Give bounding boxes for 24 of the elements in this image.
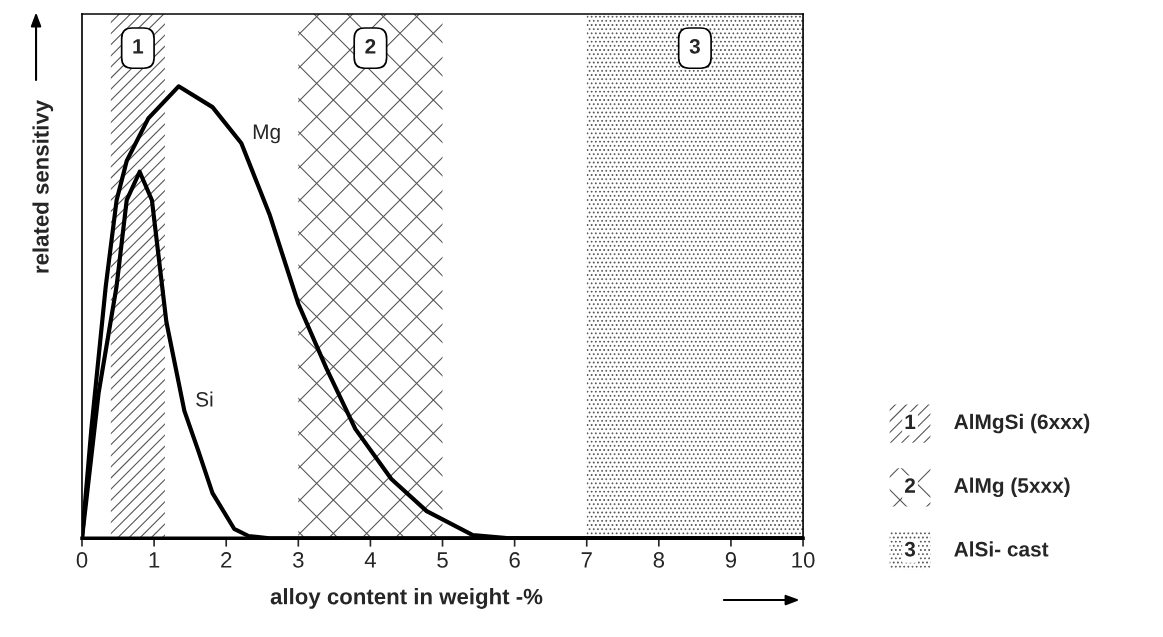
x-tick-label: 0 <box>76 552 88 568</box>
band-label: 1 <box>133 39 144 54</box>
text: 1 <box>905 414 916 429</box>
series-label: Si <box>196 391 213 407</box>
x-tick-label: 7 <box>581 552 592 568</box>
series-label: Mg <box>253 124 280 144</box>
x-tick-label: 5 <box>437 552 448 568</box>
x-axis-title: alloy content in weight -% <box>270 588 543 609</box>
text: 2 <box>904 478 916 493</box>
y-axis-title: related sensitivy <box>32 100 54 273</box>
x-tick-label: 3 <box>292 552 304 568</box>
text: AlSi- cast <box>954 541 1049 557</box>
text: AlMgSi (6xxx) <box>954 413 1090 434</box>
band-label: 2 <box>365 38 376 54</box>
x-tick-label: 6 <box>509 552 520 568</box>
x-tick-label: 8 <box>653 552 665 568</box>
band-label: 3 <box>689 38 700 54</box>
x-tick-label: 1 <box>149 552 160 568</box>
text: AlMg (5xxx) <box>954 477 1070 498</box>
x-tick-label: 9 <box>725 552 737 568</box>
x-tick-label: 10 <box>792 552 815 568</box>
text: 3 <box>904 541 916 557</box>
x-tick-label: 4 <box>364 552 376 568</box>
x-tick-label: 2 <box>221 552 232 568</box>
